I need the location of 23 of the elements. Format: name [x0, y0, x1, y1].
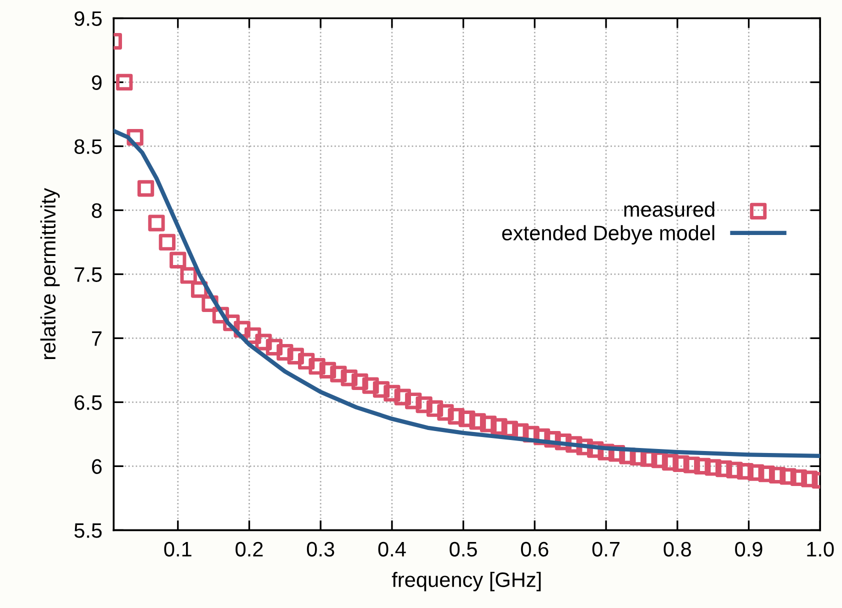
x-tick-label: 0.8 [664, 542, 691, 557]
y-tick-label: 8.5 [74, 139, 102, 154]
x-tick-label: 0.3 [306, 542, 334, 557]
y-tick-label: 7 [92, 331, 102, 346]
x-tick-label: 1.0 [807, 542, 834, 557]
legend-label: measured [624, 202, 714, 217]
y-tick-label: 6.5 [74, 395, 102, 410]
x-tick-label: 0.9 [735, 542, 762, 557]
y-tick-label: 9.5 [74, 11, 102, 26]
y-tick-label: 9 [92, 75, 102, 90]
y-tick-label: 7.5 [74, 267, 102, 282]
x-tick-label: 0.7 [592, 542, 620, 557]
x-tick-label: 0.6 [521, 542, 548, 557]
y-tick-label: 8 [92, 203, 102, 218]
y-tick-label: 5.5 [74, 523, 102, 538]
x-tick-label: 0.5 [450, 542, 477, 557]
x-tick-label: 0.2 [236, 542, 263, 557]
x-tick-label: 0.1 [164, 542, 192, 557]
legend-label: extended Debye model [502, 225, 714, 245]
x-axis-title: frequency [GHz] [392, 572, 541, 592]
x-tick-label: 0.4 [378, 542, 406, 557]
y-axis-title: relative permittivity [40, 188, 60, 360]
y-tick-label: 6 [92, 459, 102, 474]
